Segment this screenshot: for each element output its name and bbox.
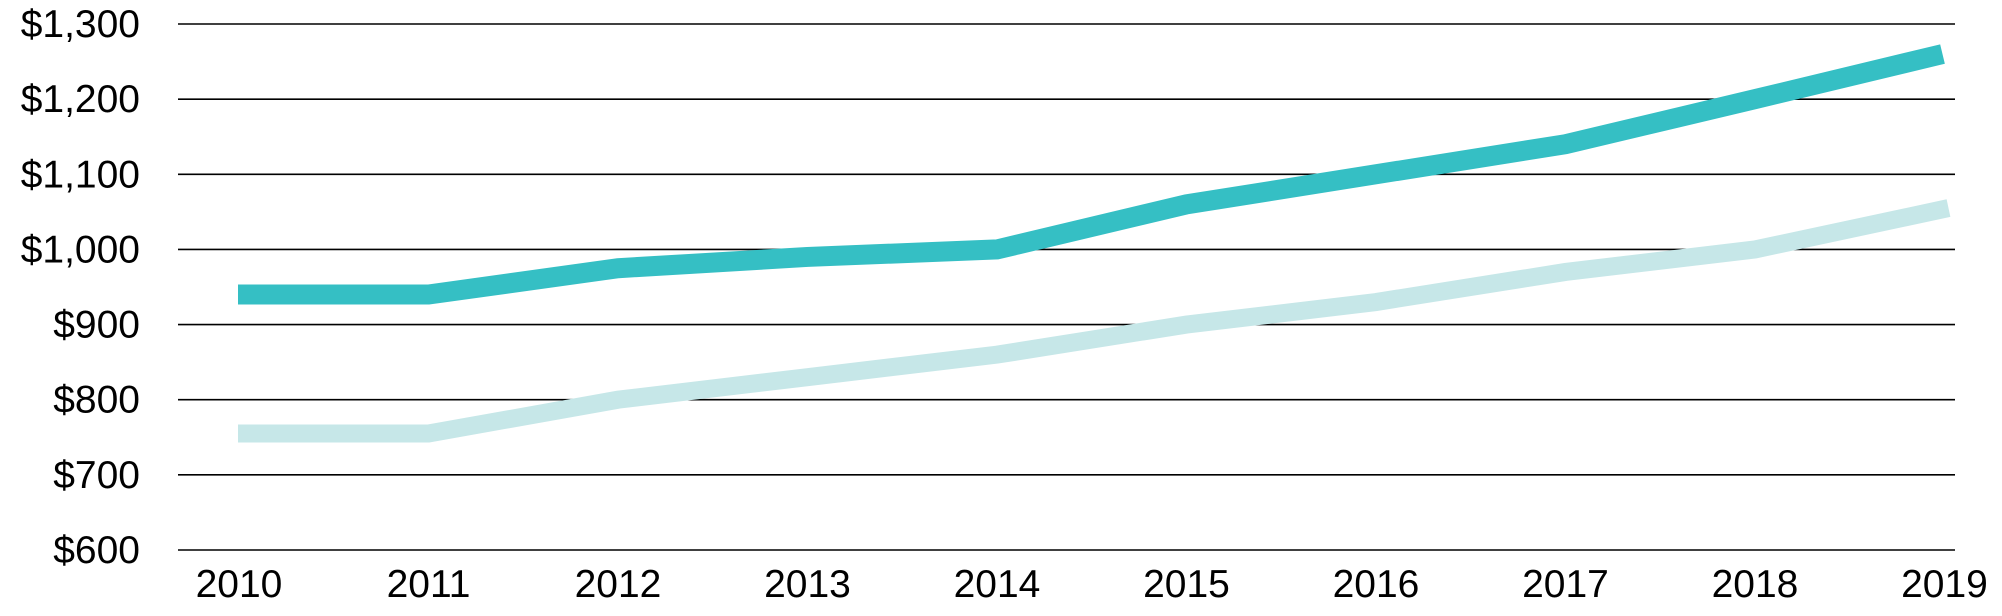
y-tick-label: $1,200 — [21, 78, 140, 121]
y-tick-label: $800 — [53, 379, 140, 422]
y-tick-label: $1,300 — [21, 3, 140, 46]
x-tick-label: 2012 — [575, 563, 662, 606]
gridlines — [178, 23, 1955, 551]
y-tick-label: $600 — [53, 529, 140, 572]
x-tick-label: 2014 — [954, 563, 1041, 606]
series-lines — [238, 44, 1951, 443]
y-tick-label: $1,000 — [21, 228, 140, 271]
y-tick-label: $900 — [53, 304, 140, 347]
x-tick-label: 2011 — [387, 563, 471, 606]
x-tick-label: 2017 — [1522, 563, 1609, 606]
series-line-2 — [238, 199, 1951, 443]
x-tick-label: 2019 — [1901, 563, 1988, 606]
x-tick-label: 2016 — [1333, 563, 1420, 606]
series-line-1 — [238, 44, 1945, 305]
x-tick-label: 2015 — [1143, 563, 1230, 606]
y-tick-label: $1,100 — [21, 153, 140, 196]
x-tick-label: 2010 — [196, 563, 283, 606]
y-axis-labels: $600 $700 $800 $900 $1,000 $1,100 $1,200 $1,300 — [21, 3, 140, 572]
x-tick-label: 2013 — [764, 563, 851, 606]
x-tick-label: 2018 — [1712, 563, 1799, 606]
x-axis-labels: 2010 2011 2012 2013 2014 2015 2016 2017 2018 2019 — [196, 563, 1988, 606]
y-tick-label: $700 — [53, 454, 140, 497]
